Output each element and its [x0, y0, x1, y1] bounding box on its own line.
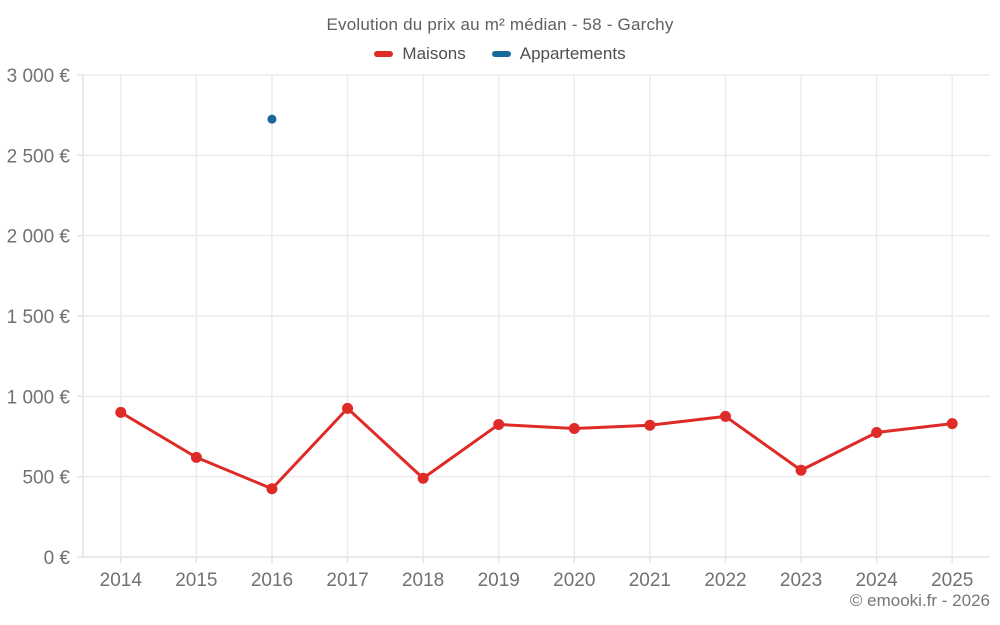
- data-point-maisons[interactable]: [795, 464, 807, 476]
- appartements-swatch-icon: [491, 51, 511, 57]
- x-tick-label: 2019: [478, 570, 520, 591]
- series-line-maisons: [119, 406, 954, 491]
- y-tick-label: 500 €: [22, 468, 70, 489]
- x-tick-label: 2025: [931, 570, 973, 591]
- chart-title: Evolution du prix au m² médian - 58 - Ga…: [326, 15, 674, 34]
- copyright-attribution: © emooki.fr - 2026: [849, 591, 990, 610]
- x-tick-label: 2016: [251, 570, 293, 591]
- data-point-appartements[interactable]: [267, 114, 277, 124]
- data-point-maisons[interactable]: [266, 483, 278, 495]
- data-point-maisons[interactable]: [719, 410, 731, 422]
- x-tick-label: 2022: [704, 570, 746, 591]
- chart-legend: Maisons Appartements: [0, 44, 1000, 64]
- data-point-maisons[interactable]: [493, 418, 505, 430]
- data-point-maisons[interactable]: [342, 402, 354, 414]
- x-tick-label: 2017: [326, 570, 368, 591]
- y-tick-label: 1 000 €: [7, 387, 71, 408]
- data-point-maisons[interactable]: [115, 406, 127, 418]
- data-point-maisons[interactable]: [417, 472, 429, 484]
- legend-label-maisons: Maisons: [402, 44, 466, 63]
- data-point-maisons[interactable]: [871, 426, 883, 438]
- x-tick-label: 2015: [175, 570, 217, 591]
- x-tick-label: 2020: [553, 570, 595, 591]
- maisons-swatch-icon: [374, 51, 394, 57]
- y-tick-label: 2 500 €: [7, 146, 71, 167]
- x-tick-label: 2014: [100, 570, 143, 591]
- x-tick-label: 2018: [402, 570, 444, 591]
- legend-item-appartements[interactable]: Appartements: [491, 44, 626, 64]
- y-tick-label: 1 500 €: [7, 307, 71, 328]
- x-tick-label: 2023: [780, 570, 822, 591]
- data-point-maisons[interactable]: [568, 422, 580, 434]
- data-point-maisons[interactable]: [644, 419, 656, 431]
- y-tick-label: 3 000 €: [7, 66, 71, 87]
- data-point-maisons[interactable]: [190, 451, 202, 463]
- legend-label-appartements: Appartements: [519, 44, 626, 63]
- legend-item-maisons[interactable]: Maisons: [374, 44, 466, 64]
- x-tick-label: 2024: [855, 570, 898, 591]
- y-tick-label: 0 €: [44, 548, 71, 569]
- y-tick-label: 2 000 €: [7, 227, 71, 248]
- data-point-maisons[interactable]: [946, 418, 958, 430]
- x-tick-label: 2021: [629, 570, 671, 591]
